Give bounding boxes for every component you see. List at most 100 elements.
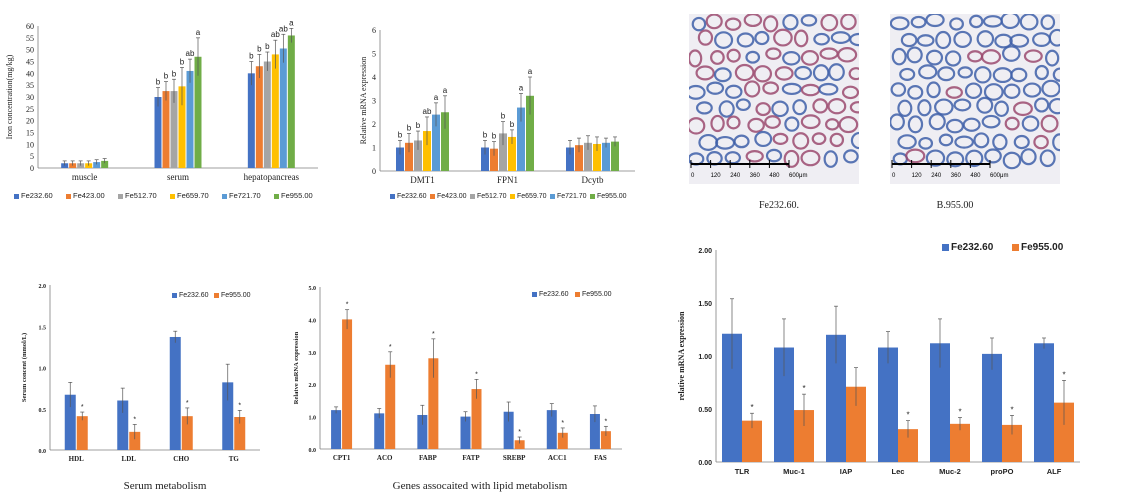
tubule-cell: [976, 96, 994, 114]
y-axis-label: Relatve mRNA expression: [293, 331, 300, 404]
x-tick-label: proPO: [991, 467, 1014, 476]
tubule-cell: [792, 132, 810, 150]
legend-label: Fe512.70: [125, 191, 157, 200]
y-tick-label: 2.0: [39, 284, 47, 290]
tubule-cell: [726, 48, 741, 63]
tubule-cell: [725, 84, 743, 99]
bar: [117, 400, 129, 450]
y-tick-label: 0: [30, 164, 34, 173]
legend-swatch: [942, 244, 949, 251]
tubule-cell: [743, 14, 763, 28]
x-tick-label: ACO: [377, 454, 393, 462]
tubule-cell: [755, 102, 771, 117]
tubule-cell: [689, 49, 703, 68]
legend-label: Fe955.00: [281, 191, 313, 200]
significance-label: a: [196, 28, 201, 37]
significance-label: b: [265, 42, 270, 51]
tubule-cell: [827, 98, 847, 115]
x-tick-label: FAS: [594, 454, 607, 462]
legend-swatch: [575, 292, 580, 297]
tubule-cell: [782, 50, 801, 66]
tubule-cell: [949, 17, 964, 31]
tubule-cell: [925, 149, 946, 167]
tubule-cell: [813, 32, 830, 46]
scale-label: 0: [892, 173, 896, 179]
tubule-cell: [782, 14, 799, 31]
legend-swatch: [510, 194, 515, 199]
tubule-cell: [890, 113, 905, 131]
x-tick-label: CHO: [173, 455, 190, 463]
bar: [263, 61, 271, 168]
legend-swatch: [274, 194, 279, 199]
y-tick-label: 4: [372, 73, 376, 82]
bar: [508, 136, 516, 171]
tubule-cell: [897, 134, 917, 150]
tubule-cell: [925, 49, 944, 66]
tubule-cell: [1020, 148, 1037, 166]
legend-label: Fe721.70: [557, 193, 587, 200]
tubule-cell: [890, 16, 910, 31]
tubule-cell: [793, 29, 809, 48]
bar: [722, 333, 742, 462]
significance-label: *: [1010, 405, 1013, 414]
significance-label: b: [416, 121, 421, 130]
tubule-cell: [891, 47, 907, 66]
lipid-genes-chart-svg: 0.0 1.0 2.0 3.0 4.0 5.0 Relatve mRNA expressio…: [293, 286, 622, 462]
tubule-cell: [928, 113, 946, 131]
tubule-cell: [1039, 149, 1056, 168]
y-tick-label: 1.0: [309, 416, 317, 422]
tubule-cell: [1048, 97, 1060, 115]
tubule-cell: [980, 49, 1002, 65]
tubule-cell: [935, 30, 952, 50]
micrograph-fe955-image: 0 120 240 360 480 600μm: [890, 14, 1060, 184]
tubule-cell: [1010, 67, 1028, 83]
x-tick-label: TG: [229, 455, 240, 463]
scale-label: 360: [951, 173, 962, 179]
tubule-cell: [710, 114, 725, 133]
tubule-cell: [747, 117, 765, 133]
x-tick-label: SREBP: [503, 454, 526, 462]
scale-label: 480: [769, 173, 780, 179]
tubule-cell: [938, 133, 954, 147]
tubule-cell: [907, 115, 924, 134]
bar: [600, 431, 611, 449]
legend-label: Fe721.70: [229, 191, 261, 200]
bar: [432, 114, 440, 171]
serum-metabolism-caption: Serum metabolism: [123, 480, 207, 492]
tubule-cell: [969, 14, 984, 29]
legend-swatch: [172, 293, 177, 298]
y-axis-label: relative mRNA expression: [677, 311, 686, 401]
legend-swatch: [430, 194, 435, 199]
scale-label: 240: [931, 173, 942, 179]
y-tick-label: 5: [372, 50, 376, 59]
significance-label: *: [81, 404, 84, 411]
significance-label: b: [501, 112, 506, 121]
bar: [1034, 343, 1054, 462]
significance-label: *: [1062, 370, 1065, 379]
y-axis-label: Relative mRNA expression: [359, 57, 368, 145]
tubule-cell: [944, 50, 962, 67]
significance-label: b: [180, 57, 185, 66]
x-tick-label: ACC1: [548, 454, 567, 462]
x-tick-label: FPN1: [497, 175, 518, 185]
tubule-cell: [825, 118, 840, 131]
tubule-cell: [1002, 151, 1022, 170]
x-tick-label: hepatopancreas: [244, 172, 300, 182]
significance-label: a: [528, 67, 533, 76]
y-tick-label: 1.50: [698, 301, 712, 308]
tubule-cell: [1052, 133, 1060, 152]
y-tick-label: 6: [372, 26, 376, 35]
tubule-cell: [984, 148, 1002, 164]
scale-label: 120: [711, 173, 722, 179]
bar: [589, 414, 600, 449]
legend-label: Fe232.60: [397, 193, 427, 200]
legend-swatch: [532, 292, 537, 297]
micrograph-fe232-image: 0 120 240 360 480 600μm: [689, 14, 859, 184]
tubule-cell: [1052, 67, 1060, 82]
significance-label: *: [133, 416, 136, 423]
bar: [490, 148, 498, 171]
significance-label: *: [802, 384, 805, 393]
significance-label: *: [750, 403, 753, 412]
tubule-cell: [994, 33, 1013, 49]
tubule-cell: [800, 14, 818, 27]
